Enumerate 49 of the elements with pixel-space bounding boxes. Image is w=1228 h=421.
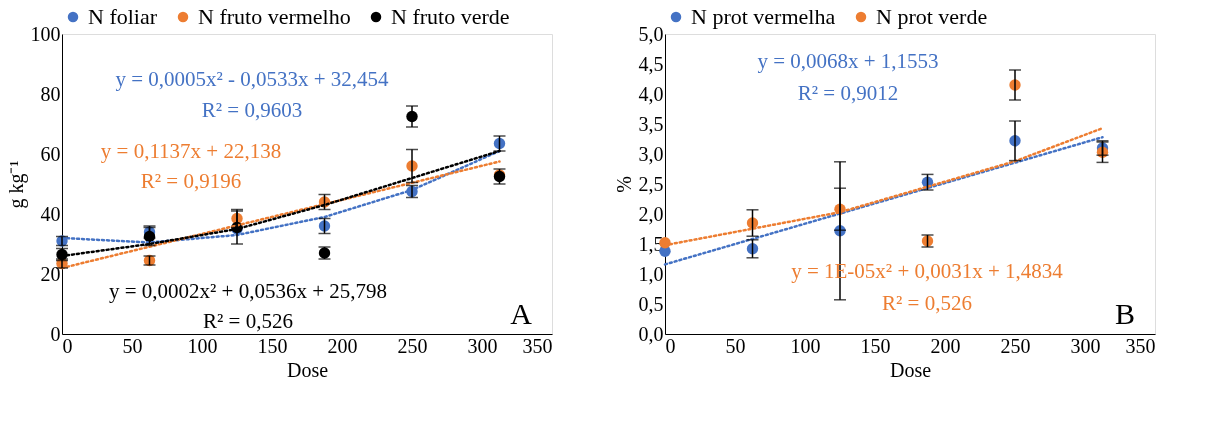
annotation: R² = 0,526 — [882, 291, 972, 315]
x-tick-label: 250 — [397, 334, 428, 357]
x-tick-label: 300 — [467, 334, 498, 357]
legend-label: N prot vermelha — [691, 4, 836, 29]
y-tick-label: 60 — [40, 142, 61, 165]
x-tick-label: 100 — [187, 334, 218, 357]
y-tick-label: 4,0 — [638, 82, 664, 105]
y-tick-label: 2,5 — [638, 172, 664, 195]
y-axis-title: % — [612, 176, 635, 193]
x-tick-label: 50 — [725, 334, 746, 357]
y-tick-label: 4,5 — [638, 52, 664, 75]
y-axis-title: g kg⁻¹ — [4, 160, 28, 209]
y-tick-label: 100 — [30, 22, 61, 45]
y-tick-label: 5,0 — [638, 22, 664, 45]
annotation: R² = 0,9196 — [140, 169, 242, 193]
legend-label: N fruto vermelho — [198, 4, 351, 29]
x-tick-label: 50 — [122, 334, 143, 357]
x-tick-label: 200 — [930, 334, 961, 357]
legend-label: N prot verde — [876, 4, 988, 29]
y-tick-label: 3,5 — [638, 112, 664, 135]
x-tick-label: 250 — [1000, 334, 1031, 357]
y-tick-label: 0,0 — [638, 322, 664, 345]
x-tick-label: 300 — [1070, 334, 1101, 357]
annotation: R² = 0,526 — [203, 309, 293, 333]
annotation: A — [510, 297, 533, 330]
legend-label: N foliar — [88, 4, 158, 29]
annotation: R² = 0,9012 — [797, 81, 899, 105]
annotation: y = 0,0005x² - 0,0533x + 32,454 — [115, 67, 390, 91]
annotation: y = 0,1137x + 22,138 — [100, 139, 282, 163]
annotation: R² = 0,9603 — [201, 98, 303, 122]
x-tick-label: 200 — [327, 334, 358, 357]
x-tick-label: 100 — [790, 334, 821, 357]
annotation: B — [1114, 297, 1135, 330]
y-tick-label: 80 — [40, 82, 61, 105]
x-tick-label: 350 — [522, 334, 553, 357]
y-tick-label: 40 — [40, 202, 61, 225]
annotation: y = 0,0002x² + 0,0536x + 25,798 — [108, 279, 388, 303]
x-axis-title: Dose — [286, 358, 329, 381]
y-tick-label: 1,0 — [638, 262, 664, 285]
x-tick-label: 350 — [1125, 334, 1156, 357]
y-tick-label: 20 — [40, 262, 61, 285]
legend-label: N fruto verde — [391, 4, 510, 29]
x-tick-label: 150 — [860, 334, 891, 357]
x-tick-label: 150 — [257, 334, 288, 357]
annotation: y = 0,0068x + 1,1553 — [757, 49, 939, 73]
y-tick-label: 0,5 — [638, 292, 664, 315]
x-axis-title: Dose — [889, 358, 932, 381]
y-tick-label: 2,0 — [638, 202, 664, 225]
y-tick-label: 3,0 — [638, 142, 664, 165]
